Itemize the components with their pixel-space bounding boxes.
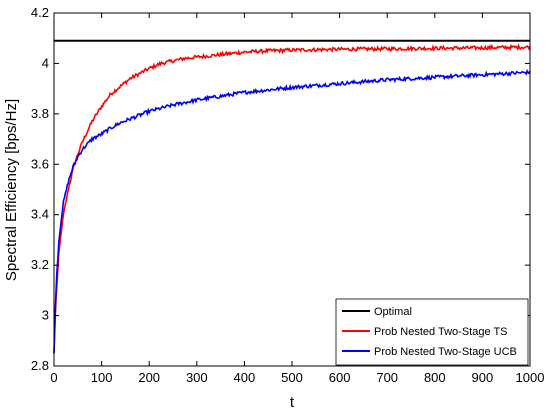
x-tick-label: 800: [424, 370, 446, 385]
y-tick-label: 3.8: [31, 106, 49, 121]
series-line-2: [53, 43, 531, 354]
x-tick-label: 200: [138, 370, 160, 385]
x-tick-label: 400: [234, 370, 256, 385]
x-tick-label: 100: [91, 370, 113, 385]
y-axis-title: Spectral Efficiency [bps/Hz]: [3, 99, 20, 281]
x-tick-label: 1000: [516, 370, 545, 385]
y-tick-label: 3.2: [31, 257, 49, 272]
y-tick-label: 4.2: [31, 5, 49, 20]
x-tick-label: 700: [376, 370, 398, 385]
series-layer: [53, 39, 531, 354]
y-tick-label: 2.8: [31, 358, 49, 373]
legend-label-2: Prob Nested Two-Stage TS: [374, 326, 508, 338]
ticks-layer: 0 100 200 300 400 500 600 700 800 900 1000 2.8 3 3.2 3…: [31, 5, 545, 385]
legend: Optimal Prob Nested Two-Stage TS Prob Nest…: [335, 298, 529, 366]
y-tick-label: 3.4: [31, 207, 49, 222]
y-tick-label: 3: [42, 308, 49, 323]
x-tick-label: 0: [50, 370, 57, 385]
legend-label-1: Optimal: [374, 306, 412, 318]
x-axis-title: t: [290, 394, 295, 411]
x-tick-label: 600: [329, 370, 351, 385]
series-line-3: [53, 68, 531, 354]
y-tick-label: 4: [42, 55, 49, 70]
x-tick-label: 900: [472, 370, 494, 385]
y-tick-label: 3.6: [31, 156, 49, 171]
x-tick-label: 300: [186, 370, 208, 385]
legend-label-3: Prob Nested Two-Stage UCB: [374, 346, 517, 358]
x-tick-label: 500: [281, 370, 303, 385]
